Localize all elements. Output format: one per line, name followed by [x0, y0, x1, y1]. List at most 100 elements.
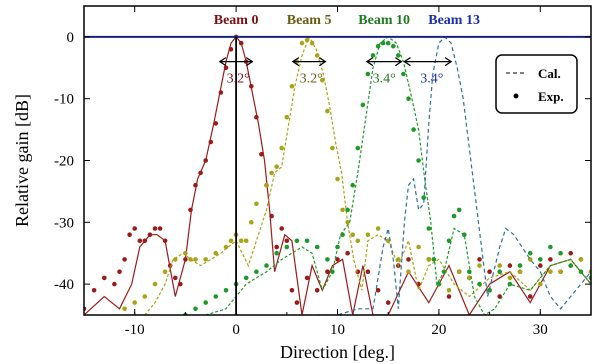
series-0-exp-point — [548, 257, 553, 262]
series-0-exp-point — [157, 226, 163, 231]
series-0-exp-point — [269, 213, 274, 219]
series-0-exp-point — [112, 281, 117, 287]
arrowhead-left — [218, 57, 227, 67]
series-0-exp-point — [294, 300, 300, 305]
x-axis-title: Direction [deg.] — [280, 342, 395, 362]
series-1-exp-point — [497, 263, 503, 268]
series-0-exp-point — [406, 257, 411, 262]
series-0-exp-point — [203, 158, 208, 163]
series-2-exp-point — [223, 288, 229, 293]
series-0-exp-point — [147, 232, 153, 237]
series-1-exp-point — [416, 244, 421, 250]
series-2-exp-point — [568, 263, 573, 268]
beamwidth-label-3: 3.4° — [420, 72, 443, 87]
series-0-exp-point — [375, 288, 381, 293]
y-tick-label: -20 — [54, 154, 74, 170]
series-1-exp-point — [426, 257, 432, 262]
series-1-exp-point — [122, 306, 127, 312]
series-2-exp-point — [304, 238, 310, 244]
x-tick-label: -10 — [125, 322, 145, 338]
series-0-exp-point — [132, 226, 137, 231]
series-1-exp-point — [223, 244, 229, 250]
series-2-exp-point — [355, 145, 361, 151]
series-0-exp-point — [178, 281, 183, 287]
series-1-exp-point — [132, 300, 137, 305]
beam-label-1: Beam 5 — [287, 13, 332, 28]
arrowhead-left — [403, 57, 411, 67]
series-1-exp-point — [254, 201, 259, 207]
series-0-exp-point — [213, 121, 219, 126]
series-1-exp-point — [578, 257, 584, 262]
x-tick-label: 20 — [431, 322, 446, 338]
series-0-exp-point — [218, 90, 224, 95]
series-0-exp-point — [385, 300, 391, 305]
series-0-exp-point — [127, 232, 132, 237]
legend-exp-label: Exp. — [538, 89, 564, 104]
series-2-exp-point — [578, 269, 584, 275]
legend-box — [495, 54, 578, 114]
series-0-exp-point — [117, 269, 122, 275]
series-2-exp-point — [335, 244, 340, 250]
arrowhead-right — [444, 57, 453, 67]
legend-cal-label: Cal. — [538, 66, 561, 81]
series-2-exp-point — [411, 127, 416, 132]
series-0-exp-point — [507, 263, 513, 268]
series-1-exp-point — [152, 281, 158, 287]
series-2-exp-point — [416, 158, 421, 163]
series-2-exp-point — [385, 40, 391, 46]
series-2-exp-point — [380, 40, 386, 46]
series-1-exp-point — [355, 238, 361, 244]
series-2-exp-point — [396, 53, 401, 58]
series-1-exp-point — [269, 170, 274, 176]
series-2-exp-point — [264, 263, 269, 268]
series-0-exp-point — [102, 275, 107, 281]
y-tick-label: -30 — [54, 215, 74, 231]
series-1-exp-point — [193, 257, 198, 262]
series-1-exp-point — [385, 238, 391, 244]
series-2-exp-point — [487, 288, 492, 293]
series-2-exp-point — [421, 195, 427, 200]
series-1-exp-point — [375, 226, 381, 231]
series-2-exp-point — [527, 250, 533, 256]
series-0-exp-point — [254, 114, 259, 120]
series-1-exp-point — [299, 40, 305, 46]
series-0-exp-point — [345, 250, 350, 256]
series-0-cal-line — [84, 35, 591, 315]
series-1-exp-point — [446, 288, 452, 293]
series-2-exp-point — [391, 43, 396, 49]
series-layer — [84, 34, 591, 315]
series-1-exp-point — [279, 145, 285, 151]
series-1-exp-point — [365, 232, 371, 237]
series-1-exp-point — [228, 238, 234, 244]
y-tick-label: -10 — [54, 92, 74, 108]
legend: Cal. Exp. — [495, 54, 578, 114]
series-2-exp-point — [431, 257, 437, 262]
series-1-exp-point — [517, 269, 523, 275]
series-1-exp-point — [162, 269, 168, 275]
series-2-exp-point — [294, 238, 300, 244]
series-2-exp-point — [426, 226, 432, 231]
series-1-exp-point — [173, 257, 178, 262]
axis-layer: -10 0 10 20 30 0 -10 -20 -30 -40 — [54, 6, 592, 338]
series-0-exp-point — [289, 288, 295, 293]
series-0-exp-point — [91, 288, 97, 293]
series-1-exp-point — [467, 275, 472, 281]
series-1-exp-point — [314, 53, 320, 58]
series-0-exp-point — [228, 47, 234, 52]
series-1-exp-point — [249, 220, 254, 225]
series-2-exp-point — [558, 250, 563, 256]
series-1-exp-point — [304, 37, 310, 43]
series-2-exp-point — [441, 269, 447, 275]
series-1-exp-point — [243, 238, 249, 244]
series-1-exp-point — [284, 114, 290, 120]
series-0-exp-point — [497, 294, 503, 299]
series-2-exp-point — [350, 182, 356, 188]
series-2-exp-point — [274, 250, 280, 256]
series-1-exp-point — [340, 207, 345, 213]
y-tick-label: 0 — [67, 30, 75, 46]
legend-exp-swatch — [513, 93, 519, 99]
series-2-exp-point — [375, 43, 381, 49]
series-0-exp-point — [274, 244, 280, 250]
series-1-exp-point — [477, 263, 482, 268]
series-2-exp-point — [456, 207, 462, 213]
